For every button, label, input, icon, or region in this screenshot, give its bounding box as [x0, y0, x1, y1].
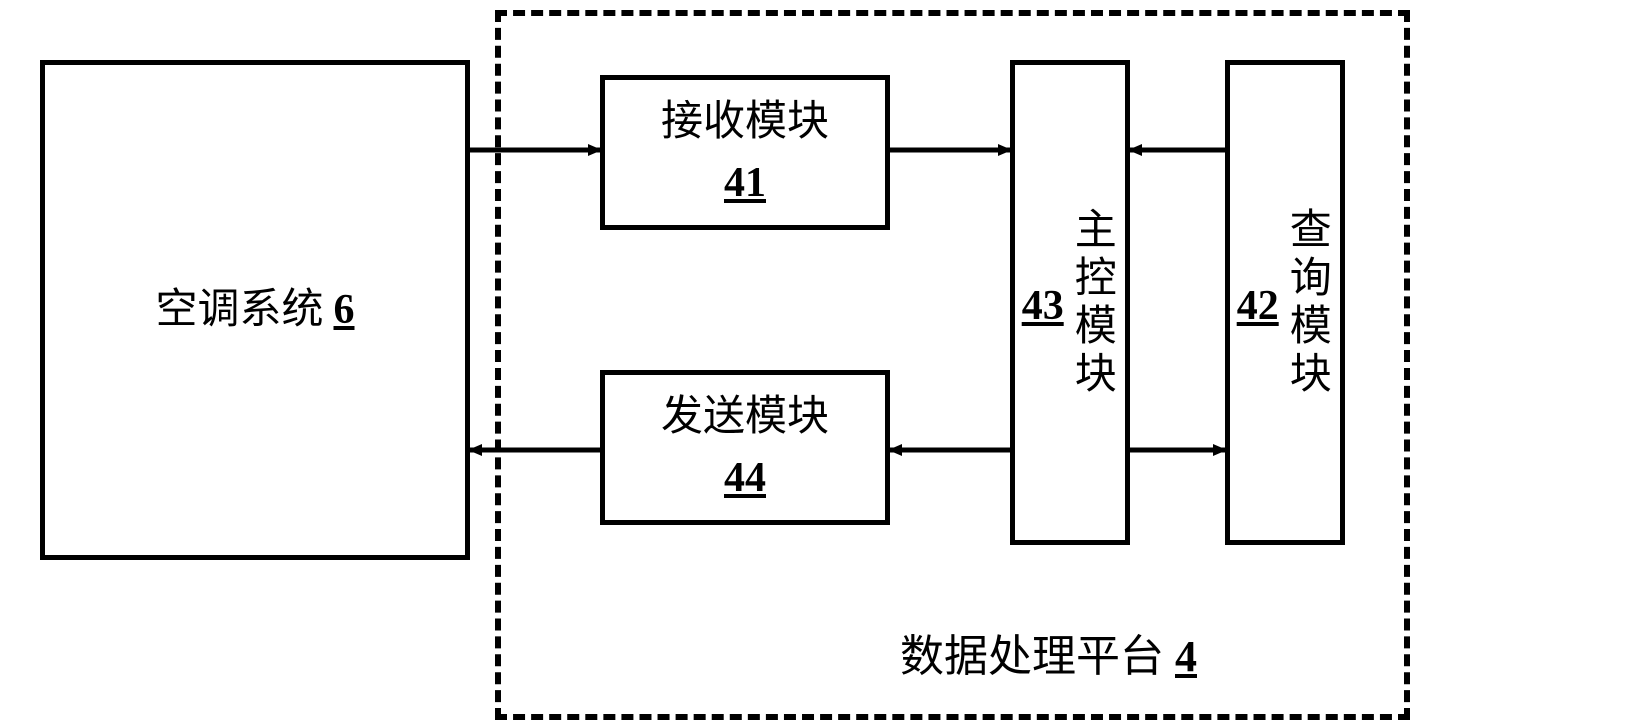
node-send: 发送模块 44 — [600, 370, 890, 525]
node-number: 41 — [724, 156, 766, 211]
node-receive: 接收模块 41 — [600, 75, 890, 230]
node-number: 43 — [1022, 279, 1064, 334]
node-label: 发送模块 — [661, 390, 829, 445]
platform-number: 4 — [1175, 632, 1197, 681]
node-main-control: 主控模块 43 — [1010, 60, 1130, 545]
node-ac-system: 空调系统6 — [40, 60, 470, 560]
node-number: 44 — [724, 451, 766, 506]
node-number: 6 — [334, 283, 355, 338]
node-label: 空调系统 — [155, 283, 323, 338]
platform-text: 数据处理平台 — [900, 632, 1164, 681]
platform-label: 数据处理平台 4 — [900, 620, 1197, 684]
node-label: 查询模块 — [1279, 207, 1334, 399]
block-diagram: 空调系统6 接收模块 41 发送模块 44 主控模块 43 查询模块 42 数据… — [0, 0, 1632, 728]
node-number: 42 — [1237, 279, 1279, 334]
node-label: 主控模块 — [1064, 207, 1119, 399]
node-label: 接收模块 — [661, 95, 829, 150]
node-query: 查询模块 42 — [1225, 60, 1345, 545]
